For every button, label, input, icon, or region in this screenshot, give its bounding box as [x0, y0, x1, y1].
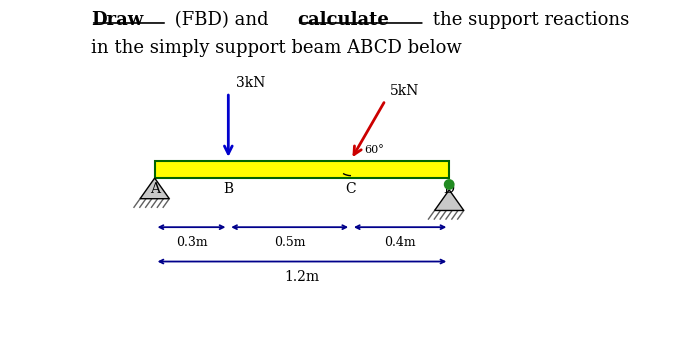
Text: 0.5m: 0.5m [274, 236, 305, 249]
Polygon shape [435, 190, 464, 211]
Text: in the simply support beam ABCD below: in the simply support beam ABCD below [91, 39, 462, 57]
Text: 1.2m: 1.2m [284, 270, 320, 284]
Text: C: C [346, 182, 356, 196]
Text: B: B [223, 182, 234, 196]
Text: D: D [443, 182, 455, 196]
Text: (FBD) and: (FBD) and [169, 11, 275, 29]
Text: 0.4m: 0.4m [385, 236, 416, 249]
Text: 3kN: 3kN [236, 76, 265, 90]
Text: 60°: 60° [364, 145, 385, 155]
Polygon shape [140, 178, 169, 199]
Text: 0.3m: 0.3m [176, 236, 207, 249]
Circle shape [444, 179, 454, 190]
Text: calculate: calculate [297, 11, 389, 29]
Text: the support reactions: the support reactions [427, 11, 630, 29]
Text: 5kN: 5kN [390, 84, 420, 98]
Bar [154, 161, 450, 178]
Text: Draw: Draw [91, 11, 143, 29]
Text: A: A [150, 182, 160, 196]
